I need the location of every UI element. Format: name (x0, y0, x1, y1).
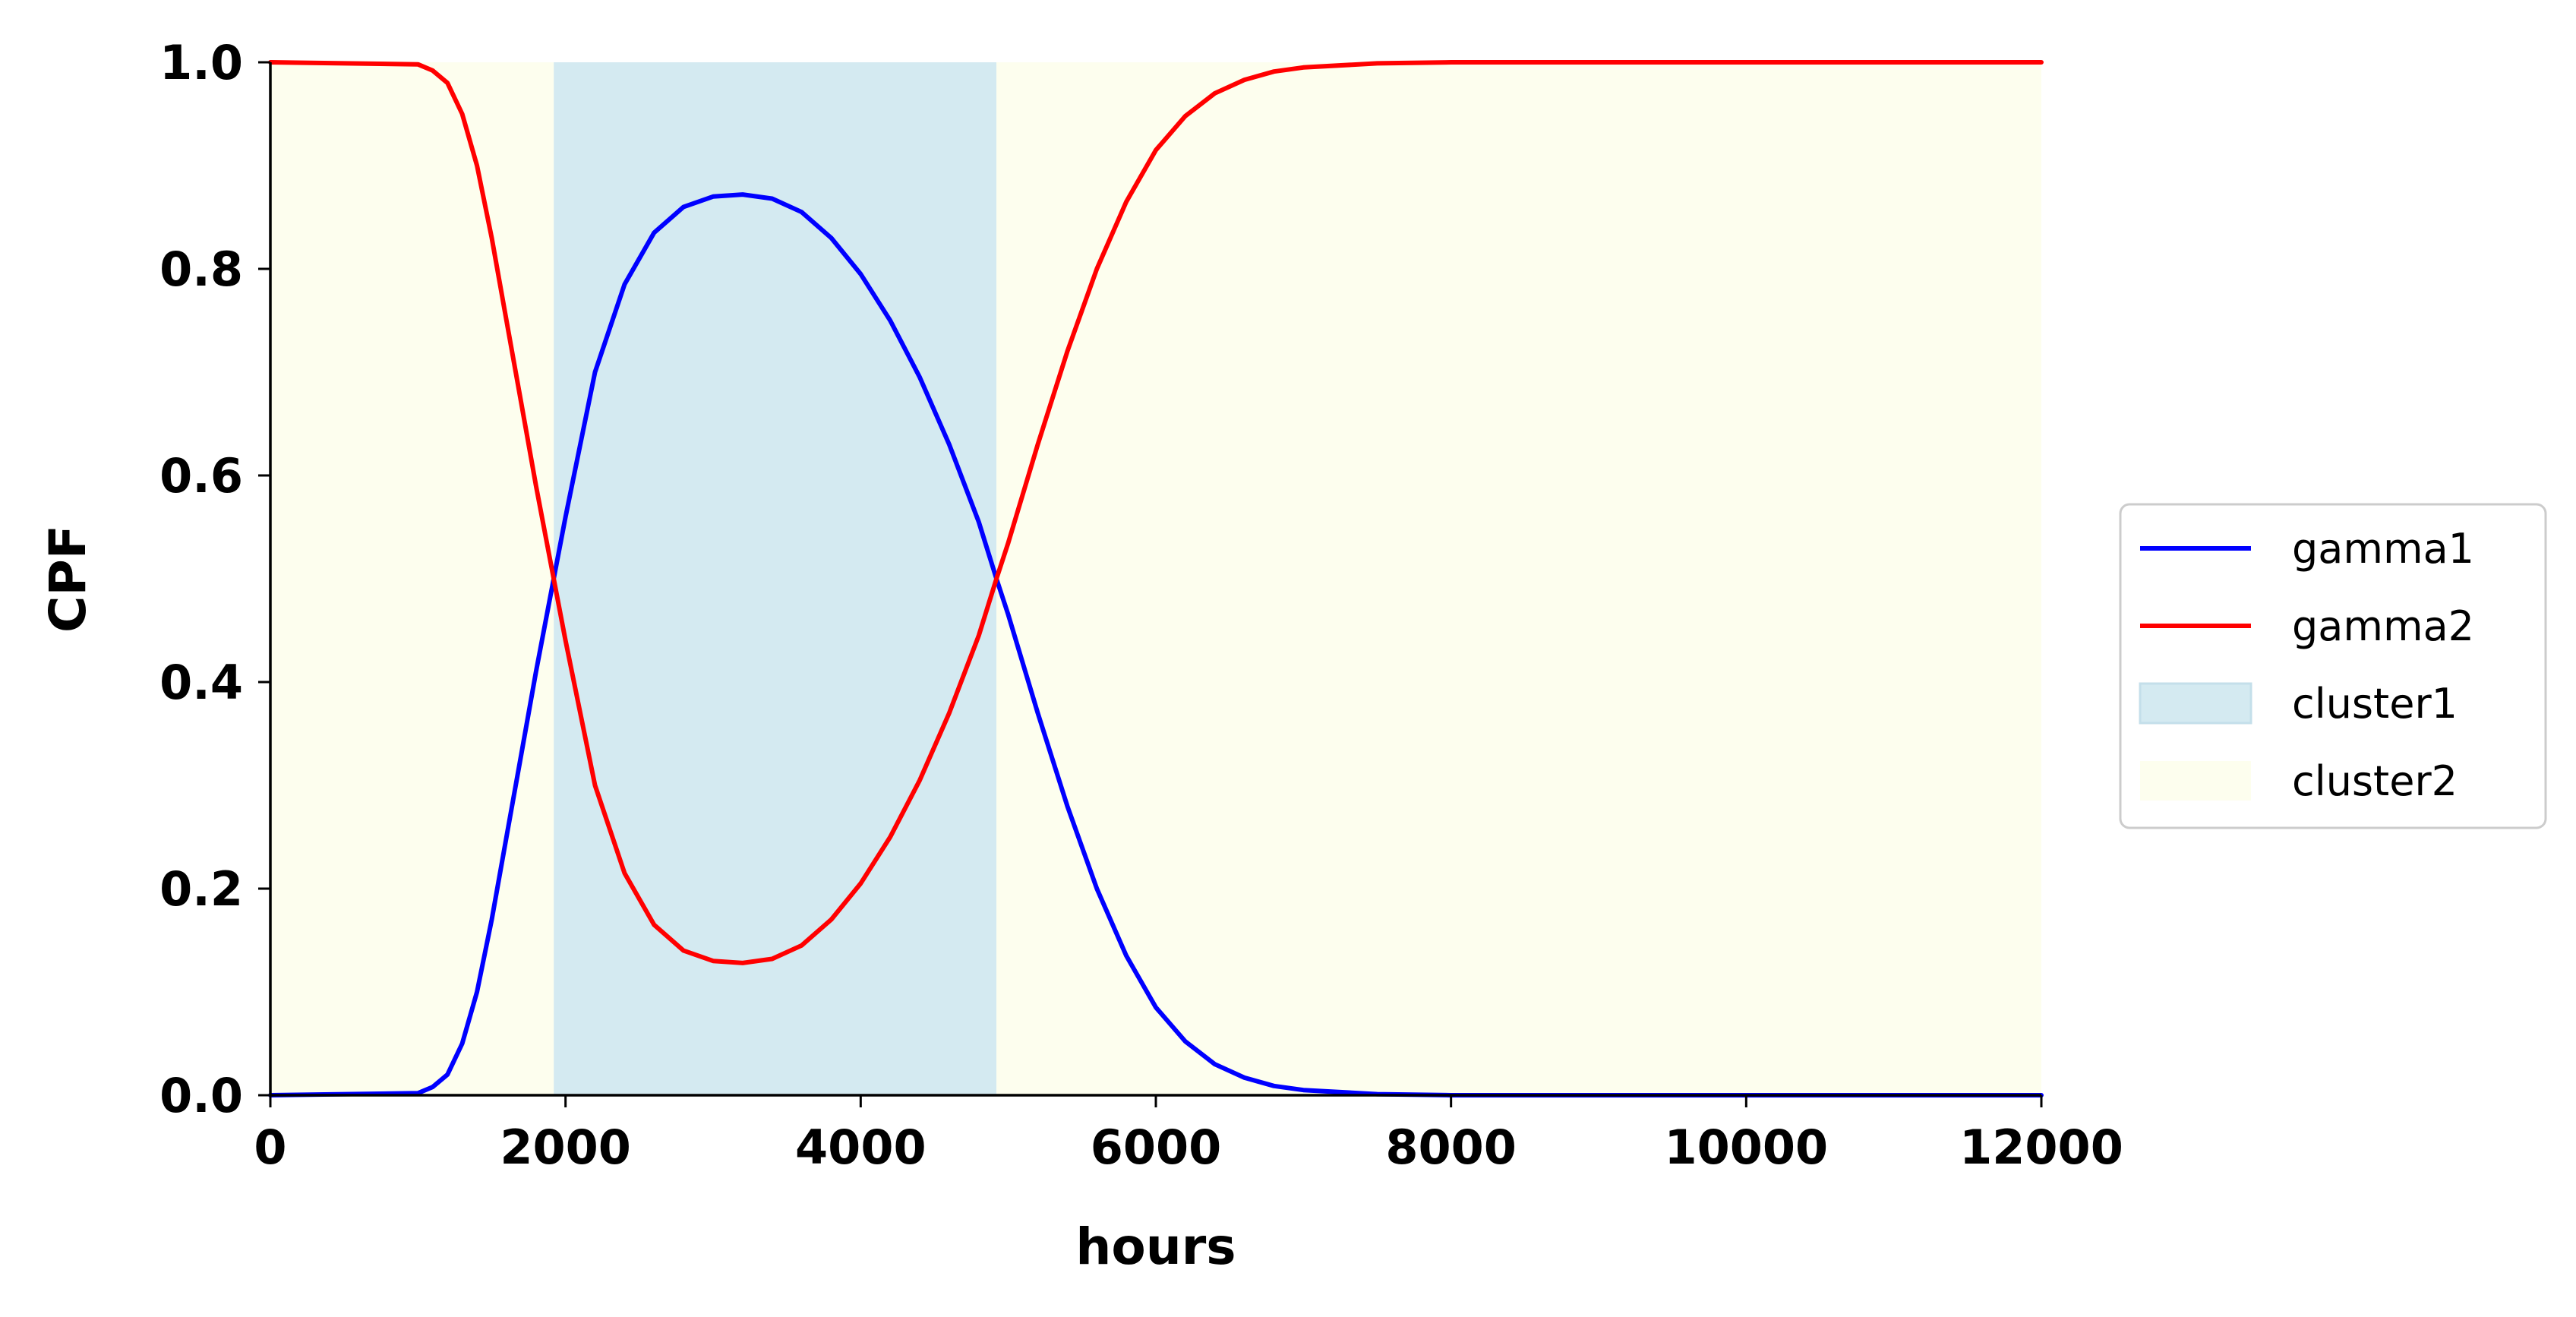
legend-label-cluster2: cluster2 (2292, 757, 2458, 805)
legend-label-gamma1: gamma1 (2292, 525, 2474, 573)
x-tick-label: 12000 (1959, 1120, 2123, 1175)
y-tick-label: 0.8 (159, 242, 243, 297)
y-tick-label: 0.6 (159, 448, 243, 504)
y-tick-label: 0.0 (159, 1068, 243, 1123)
legend-label-cluster1: cluster1 (2292, 680, 2458, 728)
legend-frame (2119, 503, 2547, 829)
x-tick-label: 4000 (795, 1120, 927, 1175)
cluster2-region-1 (996, 62, 2041, 1095)
y-tick-label: 0.4 (159, 655, 243, 710)
x-tick-label: 6000 (1091, 1120, 1222, 1175)
x-tick-label: 2000 (500, 1120, 631, 1175)
legend-swatch-cluster2 (2140, 761, 2251, 801)
gamma1-line (268, 192, 2044, 1098)
cluster2-region-0 (270, 62, 554, 1095)
legend: gamma1 gamma2 cluster1 cluster2 (2119, 503, 2547, 829)
tick-labels: 0 2000 4000 6000 8000 10000 12000 0.0 0.2 0.4 0.6 0… (159, 35, 2123, 1175)
y-axis-title: CPF (39, 525, 97, 633)
x-axis-title: hours (1075, 1218, 1236, 1276)
axes (258, 61, 2043, 1107)
y-tick-label: 0.2 (159, 861, 243, 917)
x-tick-label: 0 (254, 1120, 286, 1175)
x-tick-label: 10000 (1664, 1120, 1828, 1175)
cluster1-region-0 (554, 62, 997, 1095)
cluster-regions (270, 62, 2041, 1095)
legend-label-gamma2: gamma2 (2292, 602, 2474, 650)
gamma2-line (268, 60, 2044, 965)
legend-swatch-cluster1 (2139, 682, 2252, 725)
series-lines (268, 60, 2044, 1098)
axis-titles: hours CPF (39, 525, 1236, 1276)
x-tick-label: 8000 (1385, 1120, 1517, 1175)
y-tick-label: 1.0 (159, 35, 243, 90)
